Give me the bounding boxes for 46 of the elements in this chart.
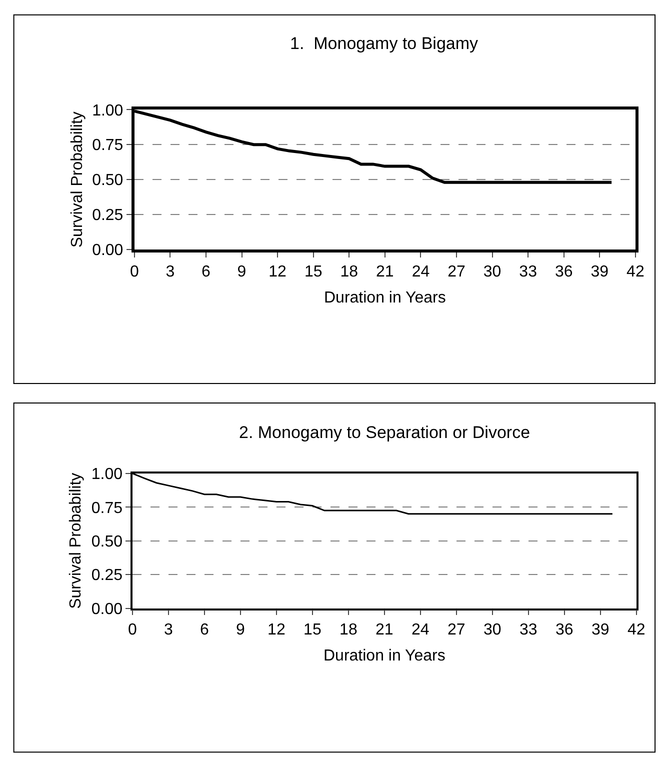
x-tick-label: 42 <box>628 621 646 638</box>
chart-title: 1. Monogamy to Bigamy <box>290 34 479 53</box>
x-tick-label: 24 <box>412 621 430 638</box>
x-tick-label: 36 <box>556 621 574 638</box>
x-tick-label: 33 <box>520 621 538 638</box>
y-tick-label: 0.00 <box>91 600 123 618</box>
x-tick-label: 12 <box>268 264 287 281</box>
x-tick-label: 42 <box>626 264 644 281</box>
y-tick-label: 0.00 <box>92 242 124 260</box>
x-tick-label: 9 <box>237 264 246 281</box>
x-tick-label: 6 <box>200 621 209 638</box>
x-tick-label: 18 <box>340 264 358 281</box>
y-tick-label: 1.00 <box>92 102 124 120</box>
y-tick-label: 0.75 <box>92 137 124 154</box>
y-tick-label: 1.00 <box>91 466 123 484</box>
x-axis-title: Duration in Years <box>323 648 446 664</box>
x-tick-label: 21 <box>376 621 394 638</box>
y-tick-label: 0.25 <box>92 207 124 224</box>
chart-title: 2. Monogamy to Separation or Divorce <box>239 423 530 442</box>
y-axis-title: Survival Probability <box>68 472 85 609</box>
x-tick-label: 12 <box>268 621 286 638</box>
x-tick-label: 18 <box>340 621 358 638</box>
y-axis-title: Survival Probability <box>68 112 86 248</box>
x-tick-label: 33 <box>519 264 538 281</box>
x-tick-label: 27 <box>448 264 466 281</box>
x-tick-label: 9 <box>236 621 245 638</box>
x-tick-label: 30 <box>483 264 502 281</box>
x-tick-label: 3 <box>166 264 175 281</box>
y-tick-label: 0.75 <box>91 500 123 517</box>
x-tick-label: 15 <box>304 264 322 281</box>
x-tick-label: 36 <box>554 264 573 281</box>
x-tick-label: 0 <box>130 264 139 281</box>
x-tick-label: 30 <box>484 621 502 638</box>
x-tick-label: 24 <box>412 264 430 281</box>
y-tick-label: 0.50 <box>91 533 123 550</box>
x-tick-label: 0 <box>128 621 137 638</box>
y-tick-label: 0.25 <box>91 567 123 584</box>
x-tick-label: 3 <box>164 621 173 638</box>
x-tick-label: 15 <box>304 621 322 638</box>
x-tick-label: 39 <box>592 621 610 638</box>
y-tick-label: 0.50 <box>92 172 124 190</box>
x-tick-label: 21 <box>376 264 394 281</box>
x-tick-label: 6 <box>202 264 211 281</box>
x-tick-label: 39 <box>590 264 609 281</box>
x-axis-title: Duration in Years <box>324 289 446 306</box>
x-tick-label: 27 <box>448 621 466 638</box>
